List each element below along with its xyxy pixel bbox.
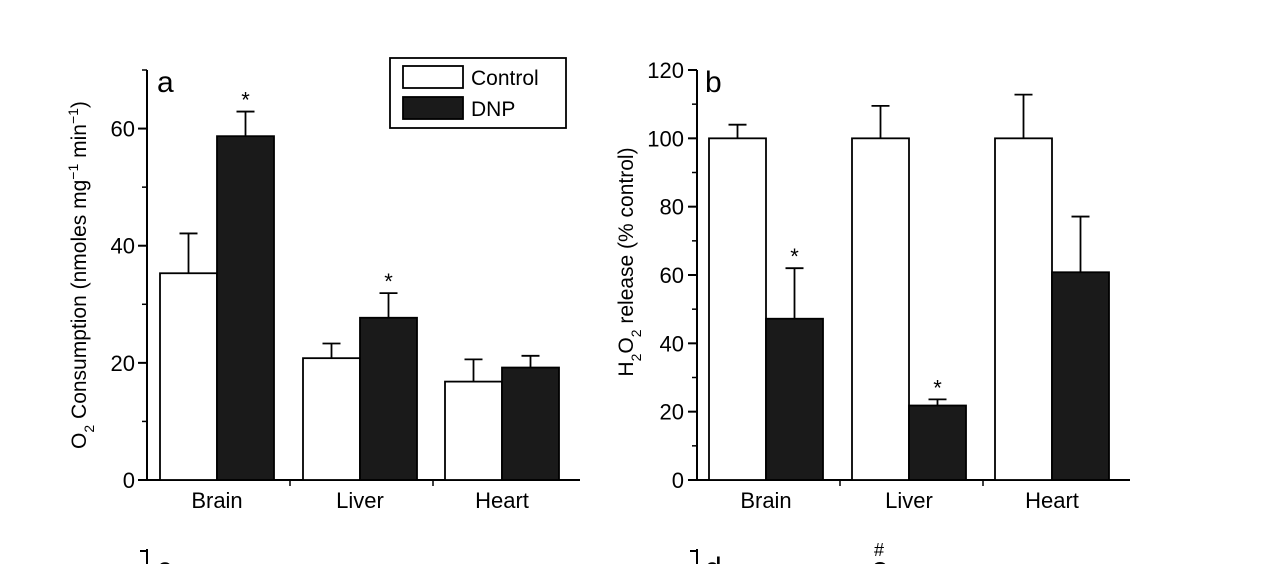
panel-a-ylabel-part: ): [68, 101, 91, 108]
legend-label-control: Control: [471, 67, 539, 90]
panel-b-y-axis-label: H2O2 release (% control): [615, 147, 644, 376]
partial-panel-c: c: [140, 549, 172, 564]
panel-b-bar-dnp-brain: [765, 317, 824, 481]
panel-b-y-tick-label: 60: [660, 263, 684, 288]
panel-a-ylabel-sub: 2: [81, 425, 97, 433]
panel-a-category-label: Heart: [475, 488, 529, 513]
panel-a-y-tick-label: 0: [123, 468, 135, 493]
panel-a-significance-mark: *: [384, 269, 393, 294]
legend-swatch-dnp: [402, 96, 464, 120]
panel-a-chart: 0 20 40 60 Brain Liver Heart * * a O2 Consumption …: [65, 57, 580, 513]
panel-d-hash-mark: #: [874, 540, 884, 560]
panel-a-y-tick-label: 20: [111, 351, 135, 376]
panel-a-bar-control-heart: [444, 380, 503, 481]
panel-a-bar-control-liver: [302, 357, 361, 481]
panel-a-y-tick-label: 40: [111, 234, 135, 259]
panel-d-letter: d: [705, 552, 722, 564]
panel-b-category-label: Liver: [885, 488, 933, 513]
panel-a-y-axis-label: O2 Consumption (nmoles mg−1 min−1): [65, 101, 97, 449]
panel-b-bar-control-liver: [851, 137, 910, 481]
panel-b-y-tick-label: 120: [647, 58, 684, 83]
panel-b-significance-mark: *: [790, 244, 799, 269]
panel-b-y-tick-label: 40: [660, 331, 684, 356]
panel-a-letter: a: [157, 66, 174, 99]
panel-b-ylabel-part: release (% control): [615, 147, 638, 329]
panel-b-ylabel-sub: 2: [628, 353, 644, 361]
panel-a-y-tick-label: 60: [111, 117, 135, 142]
panel-c-letter: c: [157, 552, 172, 564]
panel-a-significance-mark: *: [241, 88, 250, 113]
panel-a-ylabel-sup: −1: [65, 108, 81, 124]
panel-b-y-tick-label: 80: [660, 195, 684, 220]
panel-a-bar-control-brain: [159, 272, 218, 481]
panel-b-ylabel-sub: 2: [628, 329, 644, 337]
panel-a-ylabel-part: min: [68, 124, 91, 164]
legend-label-dnp: DNP: [471, 98, 515, 121]
partial-panel-d: d #: [690, 540, 886, 564]
panel-b-bar-control-heart: [994, 137, 1053, 481]
panel-a-ylabel-part: Consumption (nmoles mg: [68, 180, 91, 425]
panel-a-bar-dnp-liver: [359, 316, 418, 481]
panel-b-bar-dnp-heart: [1051, 271, 1110, 481]
panel-b-ylabel-part: H: [615, 361, 638, 376]
panel-a-ylabel-sup: −1: [65, 164, 81, 180]
panel-b-category-label: Heart: [1025, 488, 1079, 513]
panel-b-bar-dnp-liver: [908, 404, 967, 481]
panel-a-ylabel-part: O: [68, 433, 91, 449]
panel-a-bar-dnp-brain: [216, 135, 275, 481]
panel-b-category-label: Brain: [740, 488, 791, 513]
panel-b-y-tick-label: 0: [672, 468, 684, 493]
panel-b-ylabel-part: O: [615, 337, 638, 353]
panel-b-significance-mark: *: [933, 375, 942, 400]
panel-a-bar-dnp-heart: [501, 366, 560, 481]
panel-b-y-tick-label: 20: [660, 400, 684, 425]
panel-b-bar-control-brain: [708, 137, 767, 481]
panel-a-category-label: Brain: [191, 488, 242, 513]
legend-swatch-control: [402, 65, 464, 89]
panel-a-legend: Control DNP: [389, 57, 567, 129]
panel-a-category-label: Liver: [336, 488, 384, 513]
panel-b-letter: b: [705, 66, 722, 99]
panel-b-y-tick-label: 100: [647, 126, 684, 151]
